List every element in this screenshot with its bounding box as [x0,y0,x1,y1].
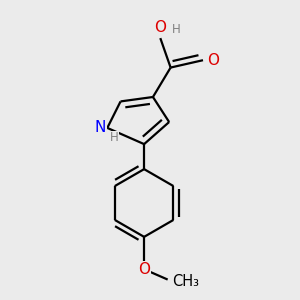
Text: O: O [154,20,166,35]
Text: H: H [172,23,180,36]
Text: H: H [110,131,118,144]
Text: CH₃: CH₃ [172,274,199,289]
Text: O: O [138,262,150,277]
Text: N: N [94,120,106,135]
Text: O: O [207,53,219,68]
